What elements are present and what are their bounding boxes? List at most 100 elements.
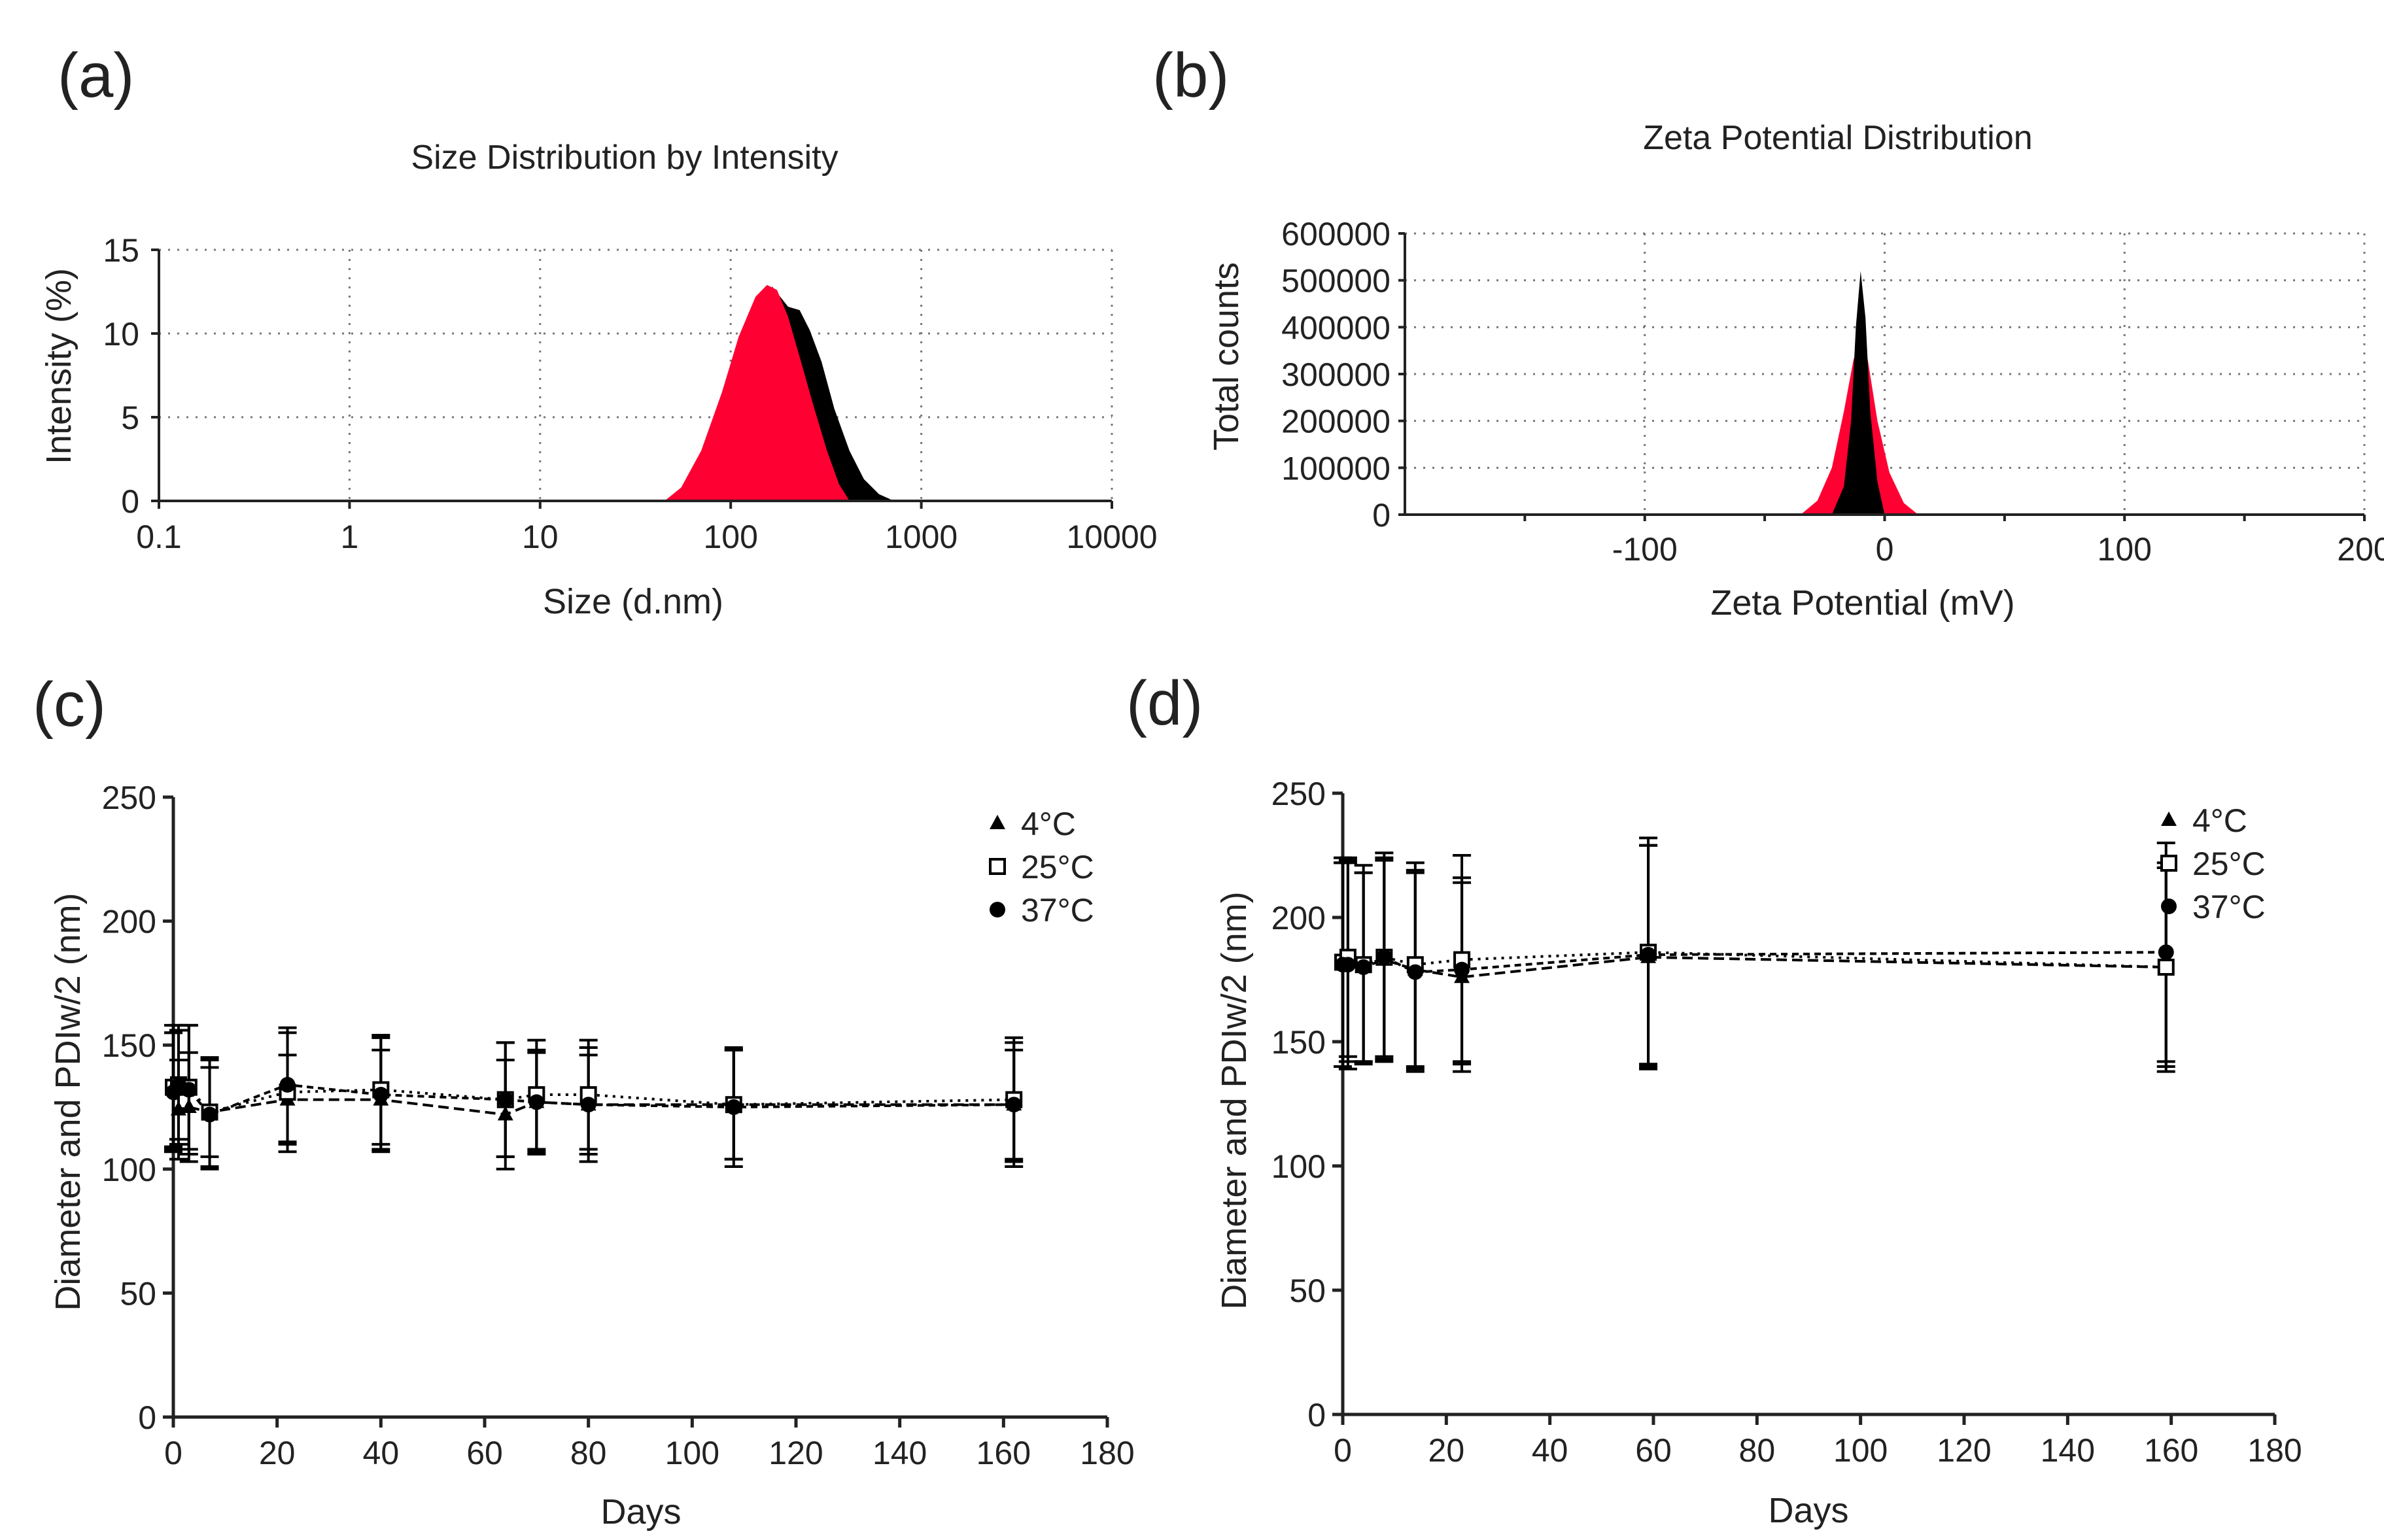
series-line-c-1 [173, 1083, 1014, 1114]
size-distribution-area-red [665, 284, 850, 501]
data-point-c-2 [580, 1097, 596, 1113]
x-tick-label: 160 [976, 1435, 1031, 1471]
data-point-d-2 [1355, 959, 1372, 975]
y-tick-label: 5 [121, 400, 139, 436]
data-point-c-2 [1006, 1097, 1022, 1113]
ticks-a: 0.1 1 10 100 1000 10000 0 5 10 15 [103, 232, 1157, 555]
grid-b [1405, 232, 2366, 515]
y-tick-label: 600000 [1281, 216, 1391, 252]
x-tick-label: 100 [703, 519, 757, 555]
data-point-c-2 [373, 1087, 389, 1103]
legend-label-d-2: 37°C [2192, 889, 2266, 925]
x-axis-label-c: Days [600, 1492, 681, 1531]
x-axis-label-d: Days [1768, 1491, 1848, 1530]
plot-c: 0 20 40 60 80 100 120 140 160 180 0 50 100 150 200 250 [102, 779, 1135, 1471]
y-tick-label: 50 [1289, 1273, 1326, 1309]
panel-label-c: (c) [33, 670, 106, 740]
y-tick-label: 15 [103, 232, 139, 269]
y-tick-label: 200000 [1281, 403, 1391, 440]
legend-marker-c-2 [990, 902, 1005, 917]
x-tick-label: 60 [1635, 1432, 1672, 1469]
y-axis-label-b: Total counts [1207, 262, 1246, 451]
data-point-c-0 [497, 1106, 513, 1121]
legend-label-d-1: 25°C [2192, 846, 2266, 882]
x-tick-label: 10 [522, 519, 559, 555]
legend-marker-d-1 [2160, 855, 2177, 872]
y-tick-label: 0 [138, 1399, 156, 1436]
legend-marker-c-0 [990, 815, 1005, 829]
x-tick-label: 100 [2098, 531, 2152, 568]
panel-label-b: (b) [1152, 41, 1229, 111]
data-point-d-2 [1339, 957, 1356, 973]
data-point-c-2 [181, 1082, 197, 1098]
x-tick-label: -100 [1612, 531, 1678, 568]
y-axis-label-a: Intensity (%) [39, 268, 78, 464]
areas-a [665, 284, 895, 501]
x-tick-label: 10000 [1066, 519, 1157, 555]
x-tick-label: 120 [1937, 1432, 1991, 1469]
x-tick-label: 0 [1876, 531, 1894, 568]
y-tick-label: 500000 [1281, 263, 1391, 299]
y-tick-label: 150 [102, 1027, 156, 1064]
x-tick-label: 1000 [885, 519, 958, 555]
y-tick-label: 50 [120, 1275, 156, 1312]
panel-b: (b) Zeta Potential Distribution -100 0 100… [1152, 41, 2384, 623]
y-tick-label: 100 [102, 1152, 156, 1188]
panel-a: (a) Size Distribution by Intensity 0.1 1 1… [39, 41, 1158, 621]
x-tick-label: 100 [1833, 1432, 1888, 1469]
panel-label-d: (d) [1126, 668, 1203, 738]
chart-title-b: Zeta Potential Distribution [1643, 119, 2032, 157]
data-point-d-2 [1376, 949, 1392, 965]
ticks-b: -100 0 100 200 0 100000 200000 300000 400000 5000… [1281, 216, 2384, 568]
y-tick-label: 300000 [1281, 356, 1391, 393]
x-tick-label: 0 [164, 1435, 182, 1471]
legend-marker-d-2 [2161, 898, 2177, 914]
y-tick-label: 100 [1271, 1148, 1326, 1185]
y-tick-label: 100000 [1281, 450, 1391, 487]
x-tick-label: 20 [1428, 1432, 1465, 1469]
x-tick-label: 180 [1080, 1435, 1134, 1471]
x-tick-label: 140 [872, 1435, 927, 1471]
legend-label-d-0: 4°C [2192, 802, 2247, 839]
y-axis-label-c: Diameter and PDIw/2 (nm) [48, 893, 88, 1310]
y-tick-label: 250 [102, 779, 156, 816]
y-tick-label: 400000 [1281, 309, 1391, 346]
areas-b [1801, 271, 1918, 515]
y-tick-label: 0 [1372, 497, 1391, 534]
y-tick-label: 10 [103, 316, 139, 352]
data-point-d-2 [1407, 964, 1423, 980]
y-tick-label: 200 [102, 904, 156, 940]
x-tick-label: 100 [665, 1435, 719, 1471]
data-point-d-2 [1640, 947, 1657, 963]
y-tick-label: 250 [1271, 776, 1326, 812]
x-tick-label: 80 [1739, 1432, 1776, 1469]
legend-label-c-2: 37°C [1021, 892, 1094, 929]
x-tick-label: 0 [1334, 1432, 1352, 1469]
panel-d: (d) 0 20 40 60 80 100 120 140 160 180 0 50 100 150 200… [1126, 668, 2302, 1530]
x-tick-label: 60 [466, 1435, 503, 1471]
legend-label-c-0: 4°C [1021, 806, 1076, 842]
x-tick-label: 20 [259, 1435, 296, 1471]
data-point-d-1 [2157, 959, 2175, 976]
data-point-c-2 [279, 1076, 296, 1093]
x-tick-label: 0.1 [136, 519, 182, 555]
data-point-d-2 [1454, 961, 1470, 978]
x-tick-label: 140 [2041, 1432, 2095, 1469]
x-tick-label: 120 [769, 1435, 823, 1471]
legend-marker-d-0 [2161, 812, 2177, 826]
plot-d: 0 20 40 60 80 100 120 140 160 180 0 50 100 150 200 250 [1271, 776, 2302, 1469]
data-point-c-2 [201, 1106, 218, 1123]
x-tick-label: 180 [2247, 1432, 2302, 1469]
panel-label-a: (a) [58, 41, 134, 111]
y-tick-label: 150 [1271, 1024, 1326, 1061]
x-axis-label-b: Zeta Potential (mV) [1710, 583, 2014, 623]
y-axis-label-d: Diameter and PDIw/2 (nm) [1215, 891, 1254, 1309]
x-tick-label: 40 [1532, 1432, 1568, 1469]
x-tick-label: 1 [340, 519, 358, 555]
grid-a [159, 248, 1113, 501]
chart-title-a: Size Distribution by Intensity [411, 139, 838, 177]
data-point-c-2 [725, 1099, 742, 1115]
y-tick-label: 0 [121, 483, 139, 520]
x-tick-label: 80 [570, 1435, 607, 1471]
